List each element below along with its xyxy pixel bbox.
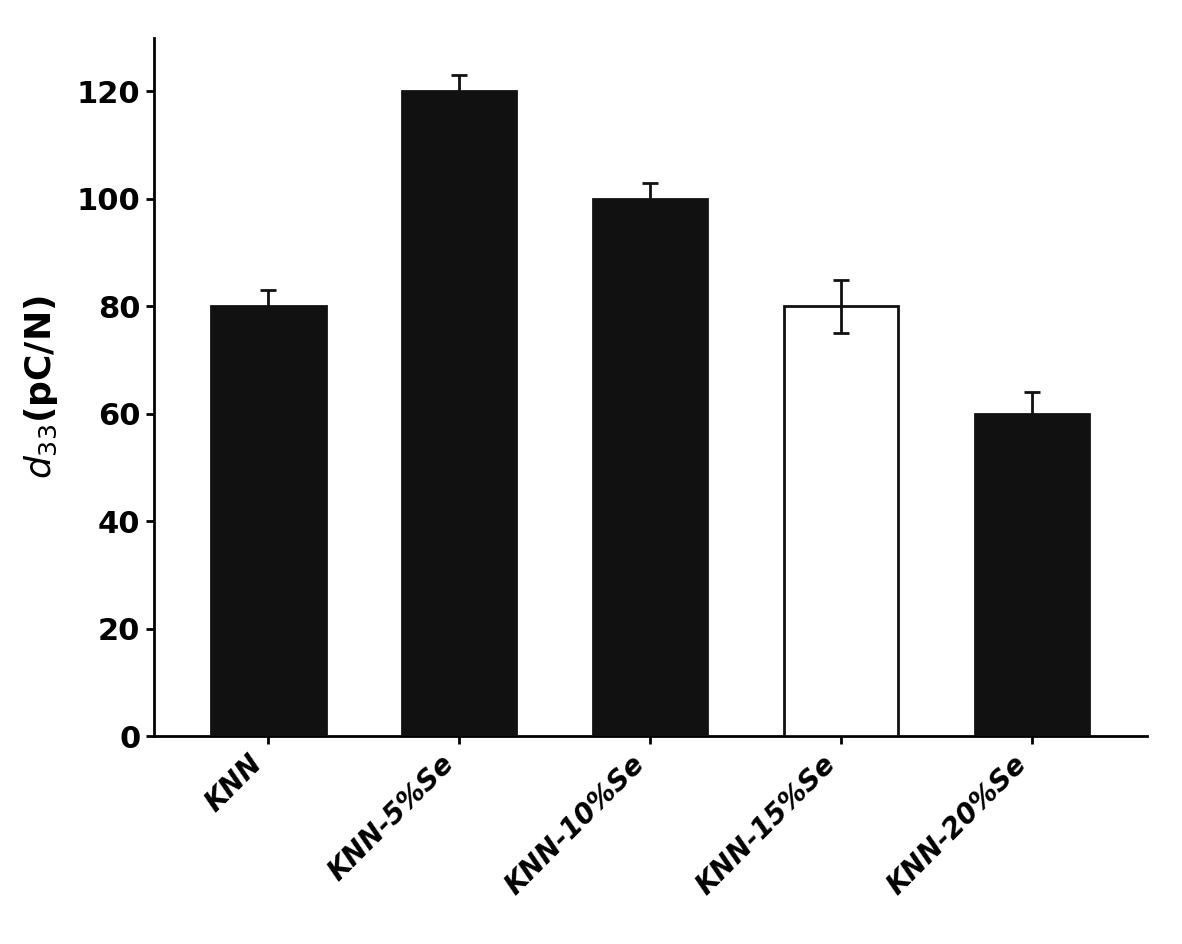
Bar: [975, 413, 1090, 736]
Bar: [784, 307, 898, 736]
Bar: [210, 307, 325, 736]
Bar: [402, 92, 517, 736]
Y-axis label: $d_{33}$(pC/N): $d_{33}$(pC/N): [22, 295, 60, 479]
Bar: [593, 199, 707, 736]
